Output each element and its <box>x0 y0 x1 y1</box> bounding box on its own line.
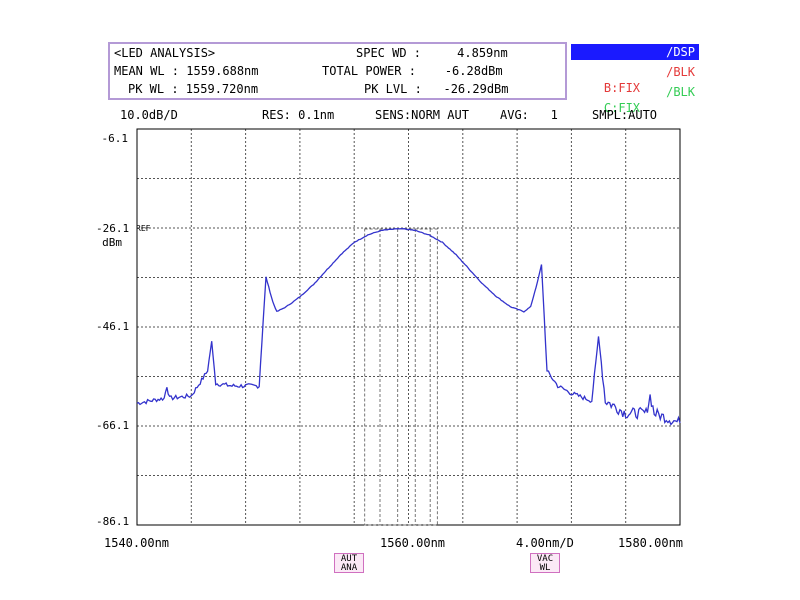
trace-c-mode: /BLK <box>666 85 695 99</box>
average-setting: AVG: 1 <box>500 108 558 122</box>
y-tick-label-0: -6.1 <box>101 132 129 145</box>
trace-b-label: B:FIX <box>603 81 641 95</box>
ref-level-marker: REF <box>136 224 151 233</box>
auto-analysis-softkey[interactable]: AUT ANA <box>334 553 364 573</box>
scale-setting: 10.0dB/D <box>120 108 178 122</box>
spec-width-readout: SPEC WD : 4.859nm <box>356 46 508 60</box>
trace-c-label: C:FIX <box>603 101 641 115</box>
trace-status-panel: A:WRITE /DSP B:FIX /BLK C:FIX /BLK <box>571 42 701 115</box>
auto-analysis-softkey-line2: ANA <box>340 563 358 573</box>
peak-level-readout: PK LVL : -26.29dBm <box>364 82 509 96</box>
trace-a-mode: /DSP <box>666 45 695 59</box>
y-tick-label-2: -46.1 <box>96 320 130 333</box>
trace-a-label: A:WRITE <box>603 61 655 75</box>
sampling-setting: SMPL:AUTO <box>592 108 658 122</box>
y-unit-label: dBm <box>102 236 122 249</box>
vacuum-wavelength-softkey-line1: VAC <box>536 554 554 564</box>
analysis-results-panel: <LED ANALYSIS> MEAN WL : 1559.688nm PK W… <box>108 42 567 100</box>
resolution-setting: RES: 0.1nm <box>262 108 335 122</box>
y-tick-label-4: -86.1 <box>96 515 130 528</box>
trace-b-mode: /BLK <box>666 65 695 79</box>
auto-analysis-softkey-line1: AUT <box>340 554 358 564</box>
sensitivity-setting: SENS:NORM AUT <box>375 108 469 122</box>
x-start-label: 1540.00nm <box>104 536 170 550</box>
x-span-per-div-label: 4.00nm/D <box>516 536 574 550</box>
x-stop-label: 1580.00nm <box>618 536 684 550</box>
total-power-readout: TOTAL POWER : -6.28dBm <box>322 64 503 78</box>
mean-wl-readout: MEAN WL : 1559.688nm <box>114 64 259 78</box>
trace-a-status[interactable]: A:WRITE /DSP <box>571 44 699 75</box>
vacuum-wavelength-softkey[interactable]: VAC WL <box>530 553 560 573</box>
trace-c-status[interactable]: C:FIX /BLK <box>571 84 699 115</box>
y-tick-label-1: -26.1 <box>96 222 130 235</box>
spectrum-trace <box>136 227 681 426</box>
peak-wl-readout: PK WL : 1559.720nm <box>128 82 259 96</box>
x-center-label: 1560.00nm <box>380 536 446 550</box>
trace-b-status[interactable]: B:FIX /BLK <box>571 64 699 95</box>
analysis-title: <LED ANALYSIS> <box>114 46 216 60</box>
vacuum-wavelength-softkey-line2: WL <box>539 563 551 573</box>
y-tick-label-3: -66.1 <box>96 419 130 432</box>
